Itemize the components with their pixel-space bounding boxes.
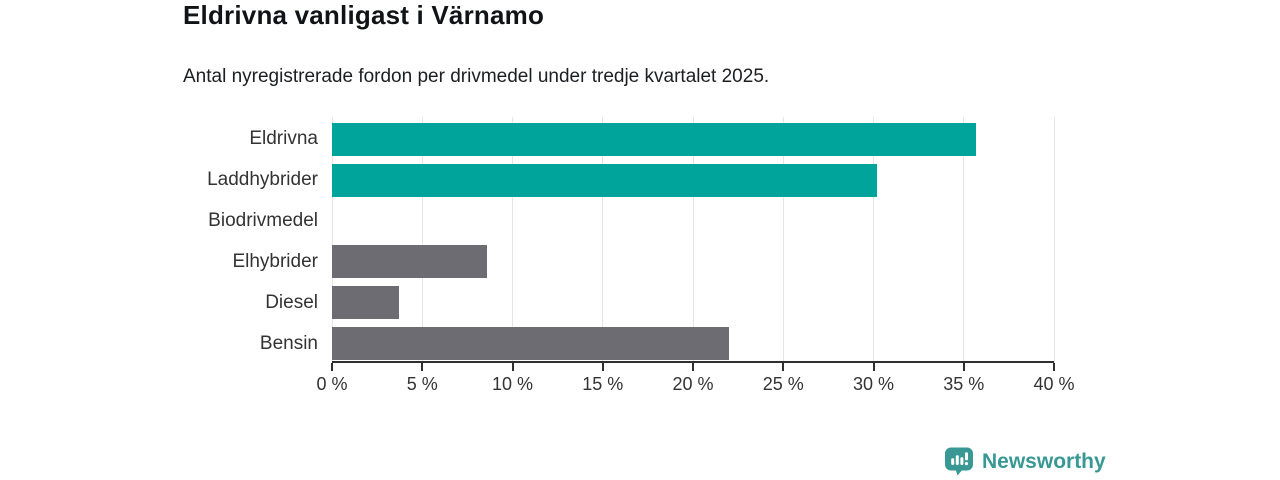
category-label-diesel: Diesel — [265, 291, 318, 313]
axis-tick-20 — [692, 363, 694, 371]
gridline-25 — [782, 117, 784, 363]
gridline-40 — [1053, 117, 1055, 363]
category-label-elhybrider: Elhybrider — [232, 250, 318, 272]
newsworthy-logo: Newsworthy — [945, 447, 1106, 476]
bar-rows: Eldrivna Laddhybrider Biodrivmedel Elhybrid… — [0, 119, 1054, 364]
axis-tick-label-35: 35 % — [943, 374, 985, 394]
x-axis-ticks — [331, 363, 1055, 372]
axis-tick-label-25: 25 % — [762, 374, 804, 394]
category-label-biodrivmedel: Biodrivmedel — [208, 210, 318, 232]
axis-tick-10 — [511, 363, 514, 371]
bar-diesel — [332, 286, 399, 320]
gridline-15 — [602, 117, 604, 363]
axis-tick-15 — [601, 363, 604, 371]
chart-title: Eldrivna vanligast i Värnamo — [183, 0, 545, 30]
chart-subtitle: Antal nyregistrerade fordon per drivmede… — [183, 66, 770, 87]
category-label-eldrivna: Eldrivna — [249, 128, 318, 150]
axis-tick-label-20: 20 % — [672, 374, 714, 394]
bar-track — [332, 201, 1054, 242]
axis-tick-label-0: 0 % — [316, 374, 348, 394]
axis-tick-25 — [782, 363, 785, 371]
bar-track — [332, 323, 1054, 364]
bar-row: Laddhybrider — [0, 160, 1054, 201]
bar-eldrivna — [332, 122, 977, 156]
axis-tick-label-5: 5 % — [406, 374, 438, 394]
bar-track — [332, 160, 1054, 201]
category-label-bensin: Bensin — [259, 332, 318, 354]
bar-laddhybrider — [332, 163, 878, 197]
axis-tick-label-40: 40 % — [1033, 374, 1075, 394]
axis-tick-label-30: 30 % — [852, 374, 895, 394]
bar-row: Elhybrider — [0, 241, 1054, 282]
axis-tick-40 — [1053, 363, 1055, 371]
bar-bensin — [332, 327, 730, 361]
gridline-20 — [692, 117, 694, 363]
axis-tick-label-15: 15 % — [582, 374, 624, 394]
gridlines — [331, 117, 1055, 363]
gridline-0 — [331, 117, 333, 363]
bar-elhybrider — [332, 245, 488, 279]
axis-tick-5 — [421, 363, 424, 371]
gridline-5 — [421, 117, 423, 363]
bar-track — [332, 282, 1054, 323]
newsworthy-wordmark: Newsworthy — [982, 449, 1106, 473]
axis-tick-30 — [872, 363, 875, 371]
bar-track — [332, 241, 1054, 282]
bar-row: Biodrivmedel — [0, 201, 1054, 242]
bar-row: Diesel — [0, 282, 1054, 323]
axis-tick-35 — [962, 363, 965, 371]
bar-row: Eldrivna — [0, 119, 1054, 160]
x-axis-line — [332, 361, 1054, 363]
axis-tick-0 — [331, 363, 333, 371]
newsworthy-bubble-chart-icon — [945, 447, 973, 476]
x-axis-labels: 0 % 5 % 10 % 15 % 20 % 25 % 30 % 35 % 40 % — [316, 374, 1074, 396]
bar-row: Bensin — [0, 323, 1054, 364]
bar-track — [332, 119, 1054, 160]
category-label-laddhybrider: Laddhybrider — [207, 169, 318, 191]
gridline-30 — [873, 117, 874, 363]
gridline-10 — [512, 117, 513, 363]
axis-tick-label-10: 10 % — [491, 374, 534, 394]
gridline-35 — [963, 117, 965, 363]
